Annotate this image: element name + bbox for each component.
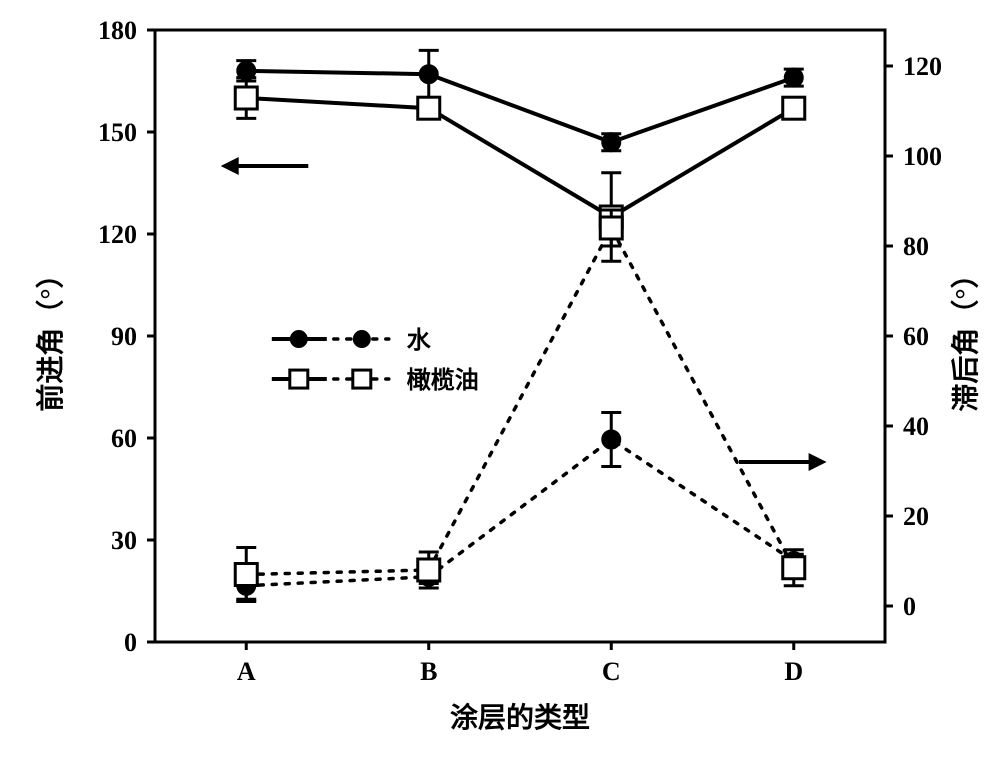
chart-container: 0 30 60 90 120 150 180 0 20 40 60 80 100 120 A B C D 涂层的类型… [0,0,1000,770]
svg-text:C: C [602,657,621,686]
svg-text:80: 80 [903,232,929,261]
svg-text:90: 90 [111,322,137,351]
svg-text:B: B [420,657,437,686]
svg-text:60: 60 [903,322,929,351]
svg-text:180: 180 [98,16,137,45]
svg-text:前进角（°）: 前进角（°） [34,260,67,411]
svg-text:滞后角（°）: 滞后角（°） [949,260,982,411]
svg-text:橄榄油: 橄榄油 [407,367,479,394]
svg-text:涂层的类型: 涂层的类型 [450,701,590,734]
svg-text:120: 120 [903,52,942,81]
svg-text:0: 0 [903,592,916,621]
chart-svg: 0 30 60 90 120 150 180 0 20 40 60 80 100 120 A B C D 涂层的类型… [0,0,1000,770]
svg-text:0: 0 [124,628,137,657]
svg-text:60: 60 [111,424,137,453]
svg-text:40: 40 [903,412,929,441]
svg-text:水: 水 [407,327,432,354]
svg-text:150: 150 [98,118,137,147]
svg-text:D: D [784,657,803,686]
svg-text:30: 30 [111,526,137,555]
svg-text:A: A [237,657,256,686]
svg-text:120: 120 [98,220,137,249]
svg-text:20: 20 [903,502,929,531]
svg-text:100: 100 [903,142,942,171]
